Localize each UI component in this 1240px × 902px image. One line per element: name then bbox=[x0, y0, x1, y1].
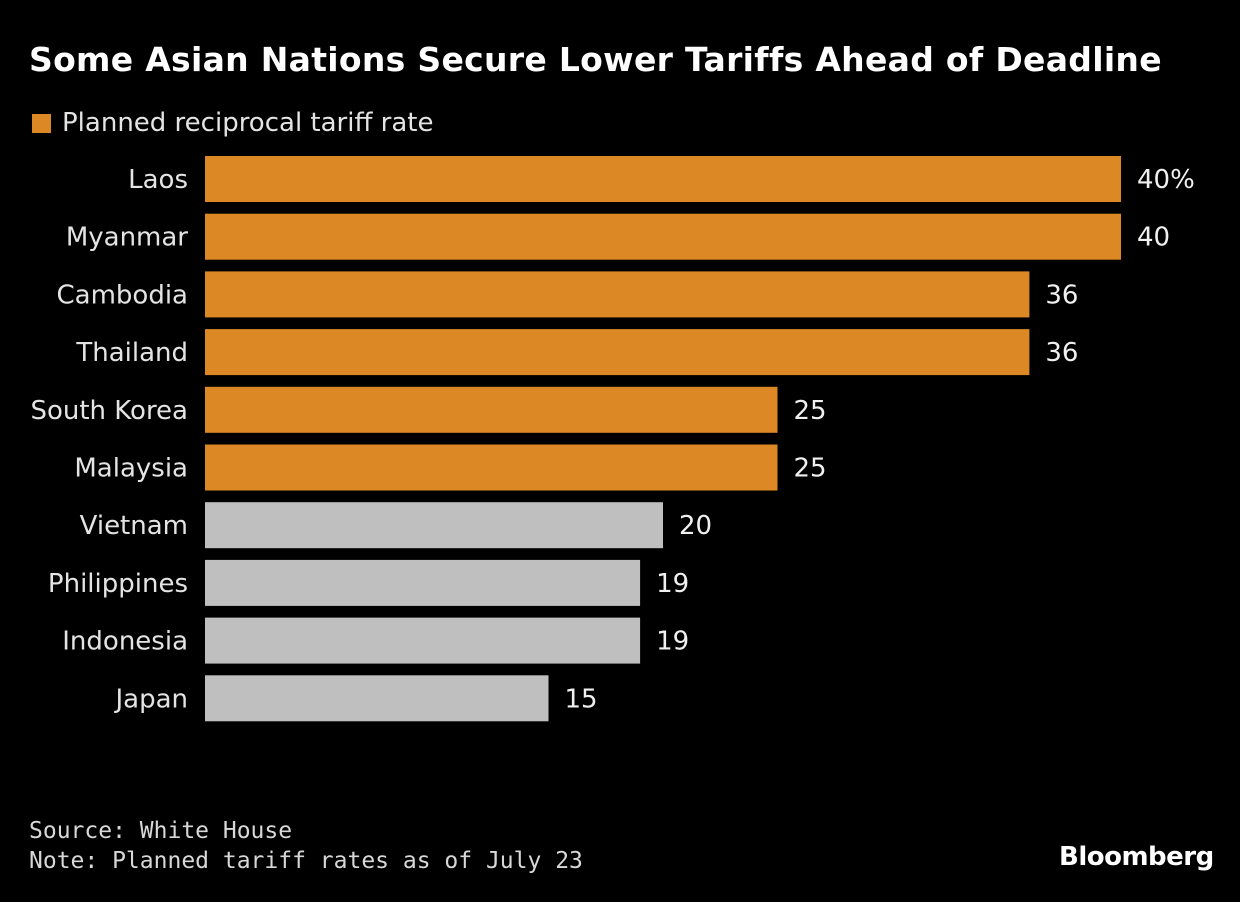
bar-vietnam bbox=[205, 502, 663, 549]
category-label: Cambodia bbox=[57, 280, 189, 310]
data-label: 40% bbox=[1137, 165, 1195, 195]
data-label: 19 bbox=[656, 627, 689, 657]
category-label: Indonesia bbox=[62, 627, 188, 657]
data-label: 40 bbox=[1137, 223, 1170, 253]
bar-myanmar bbox=[205, 213, 1121, 260]
bar-thailand bbox=[205, 329, 1030, 376]
bloomberg-logo: Bloomberg bbox=[1059, 842, 1214, 872]
bar-cambodia bbox=[205, 271, 1030, 318]
bar-south-korea bbox=[205, 386, 778, 433]
source-note: Source: White House bbox=[29, 818, 293, 844]
bar-philippines bbox=[205, 559, 641, 606]
bar-malaysia bbox=[205, 444, 778, 491]
bar-japan bbox=[205, 675, 549, 722]
data-label: 20 bbox=[679, 511, 712, 541]
data-label: 15 bbox=[565, 684, 598, 714]
category-label: Malaysia bbox=[74, 454, 188, 484]
footnote: Note: Planned tariff rates as of July 23 bbox=[29, 848, 583, 874]
category-label: Laos bbox=[128, 165, 188, 195]
category-label: Japan bbox=[113, 684, 188, 714]
chart-title: Some Asian Nations Secure Lower Tariffs … bbox=[29, 40, 1162, 79]
legend-label: Planned reciprocal tariff rate bbox=[62, 108, 434, 138]
data-label: 19 bbox=[656, 569, 689, 599]
data-label: 25 bbox=[794, 396, 827, 426]
category-label: Philippines bbox=[48, 569, 188, 599]
category-label: South Korea bbox=[30, 396, 188, 426]
bar-chart: Laos 40% Myanmar 40 Cambodia 36 Thailand 36 Sout… bbox=[30, 156, 1195, 722]
bar-indonesia bbox=[205, 617, 641, 664]
data-label: 25 bbox=[794, 454, 827, 484]
category-label: Vietnam bbox=[80, 511, 188, 541]
data-label: 36 bbox=[1045, 280, 1078, 310]
data-label: 36 bbox=[1045, 338, 1078, 368]
category-label: Myanmar bbox=[66, 223, 188, 253]
category-label: Thailand bbox=[75, 338, 188, 368]
bar-laos bbox=[205, 156, 1121, 202]
legend: Planned reciprocal tariff rate bbox=[32, 108, 433, 138]
legend-swatch bbox=[32, 113, 51, 133]
